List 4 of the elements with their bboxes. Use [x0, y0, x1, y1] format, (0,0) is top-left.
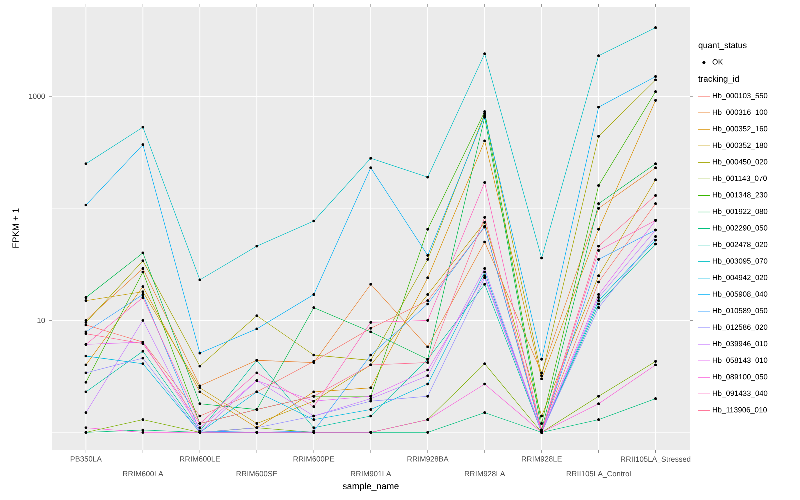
legend-title: tracking_id	[698, 76, 740, 84]
x-axis-title: sample_name	[342, 482, 399, 492]
text: quant_status	[698, 42, 747, 50]
y-axis-title: FPKM + 1	[12, 208, 19, 248]
